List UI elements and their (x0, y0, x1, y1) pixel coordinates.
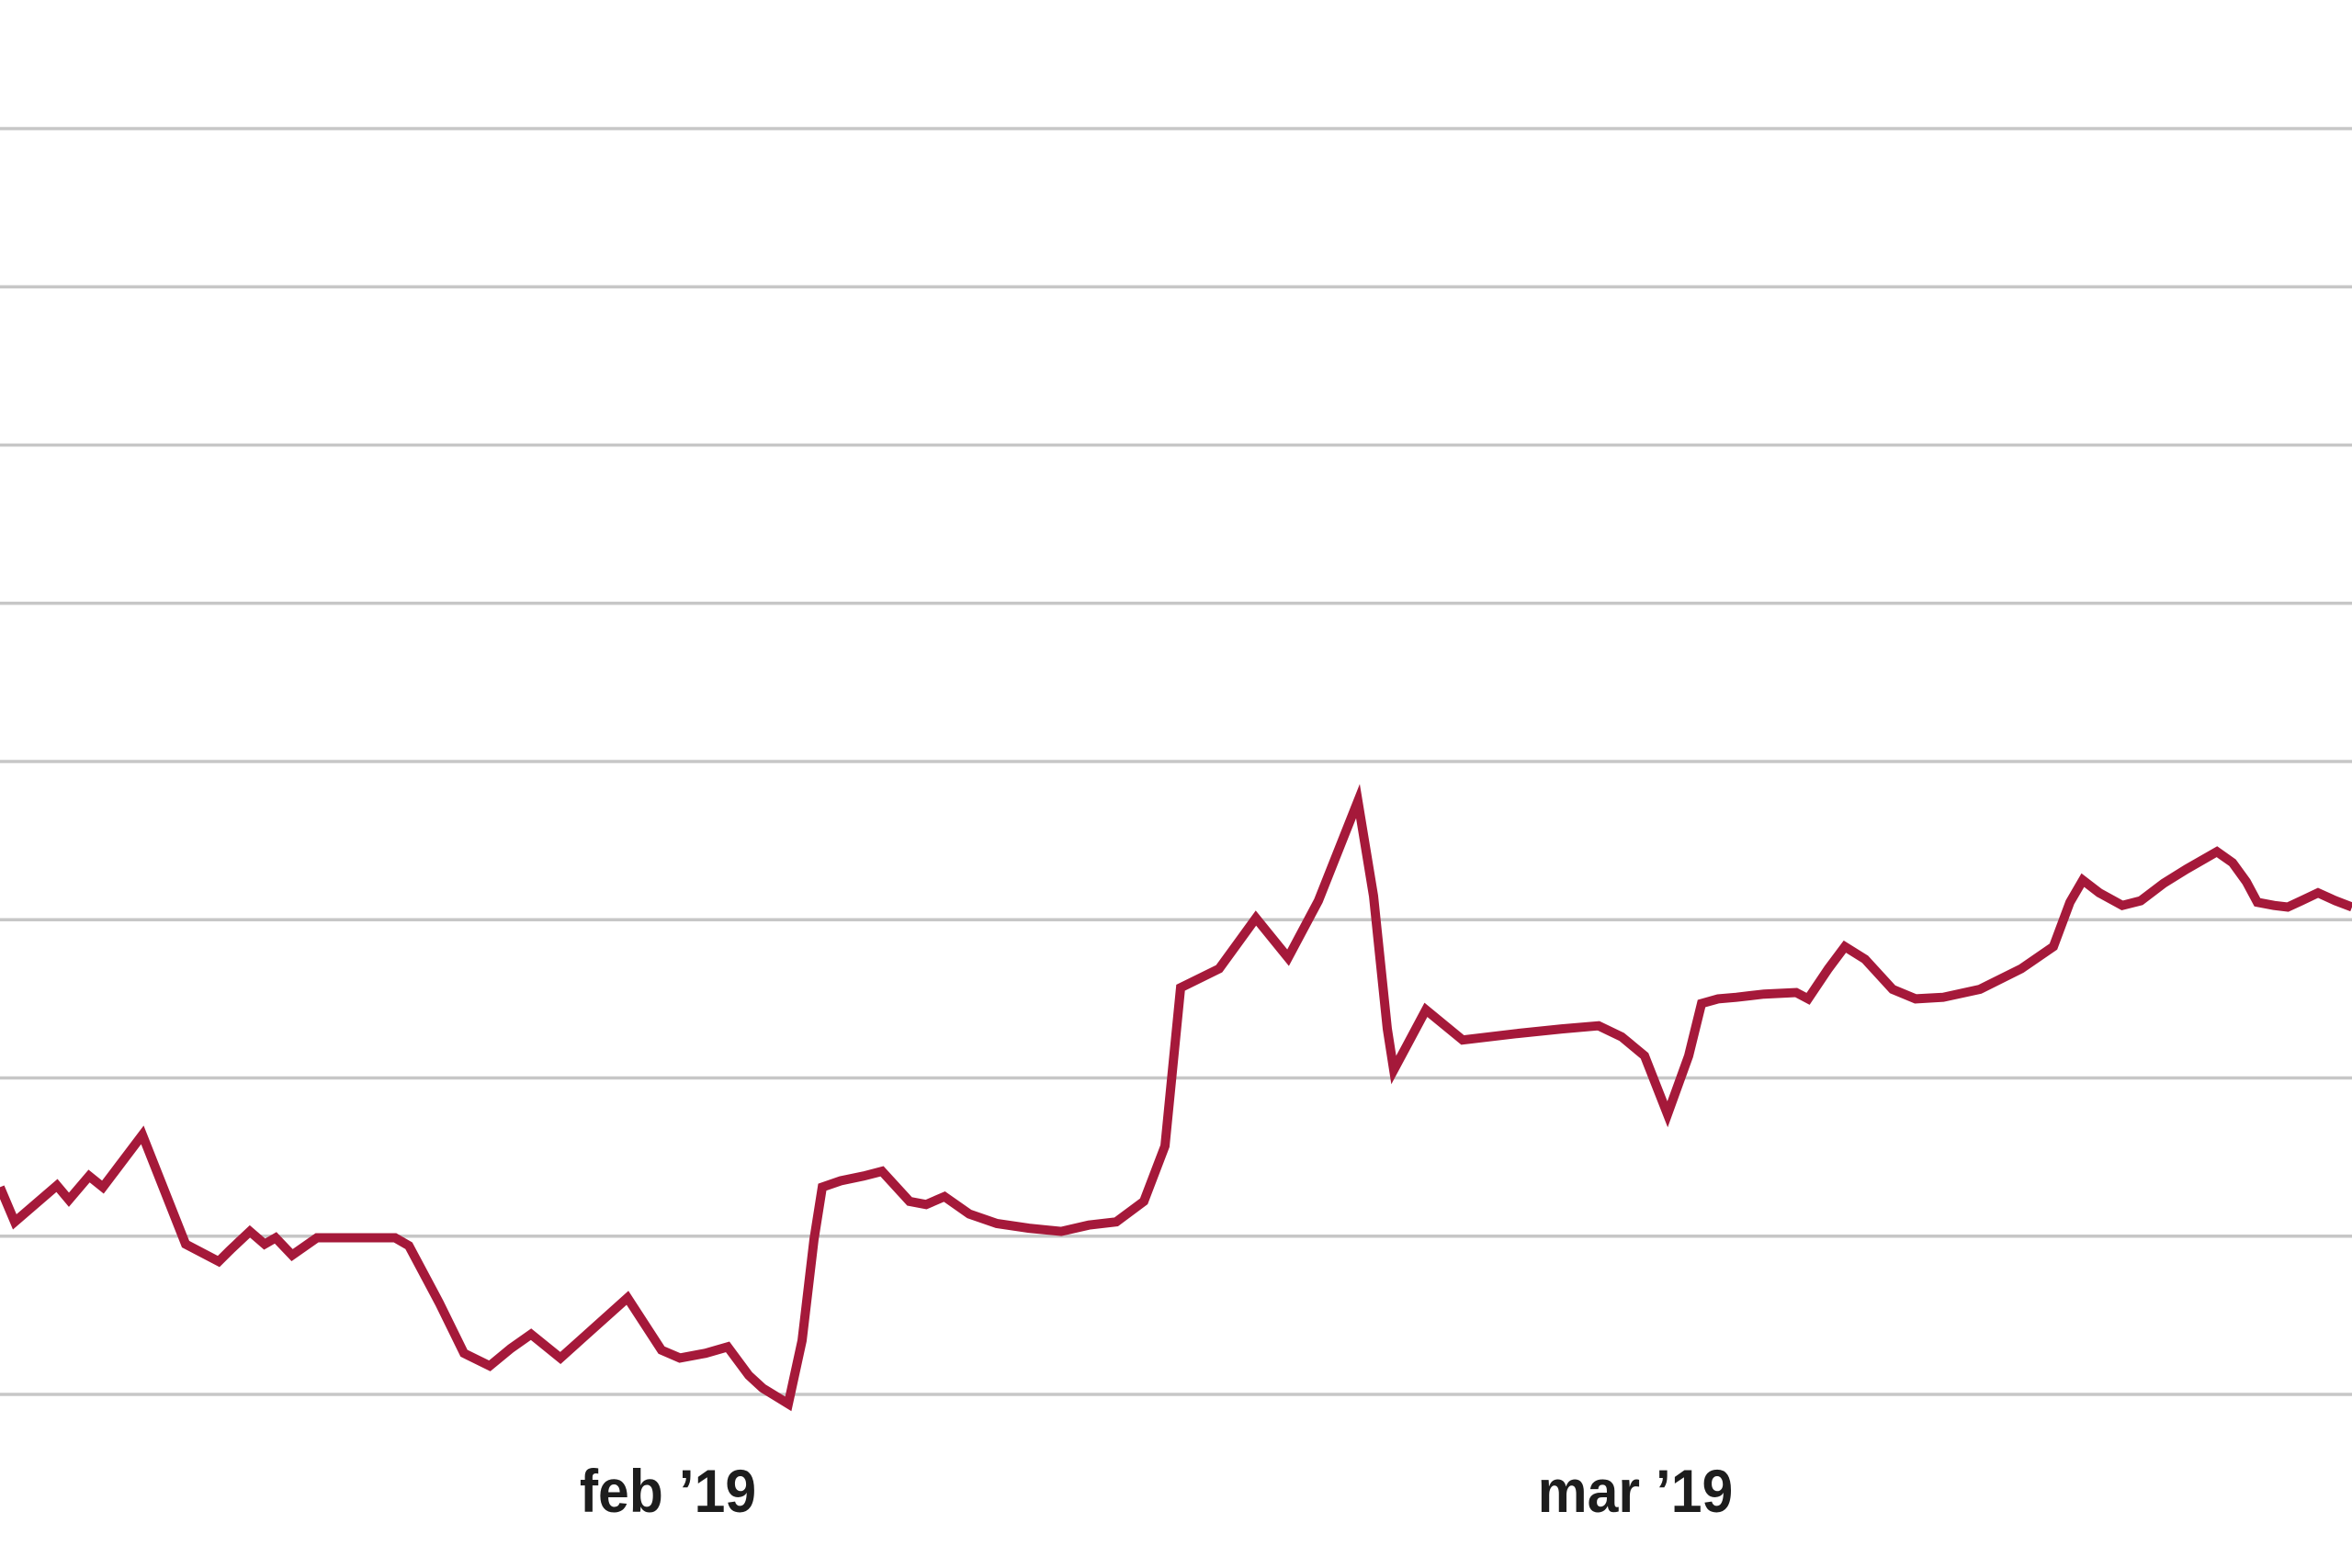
gridlines (0, 127, 2352, 1396)
price-line-series (0, 784, 2352, 1412)
